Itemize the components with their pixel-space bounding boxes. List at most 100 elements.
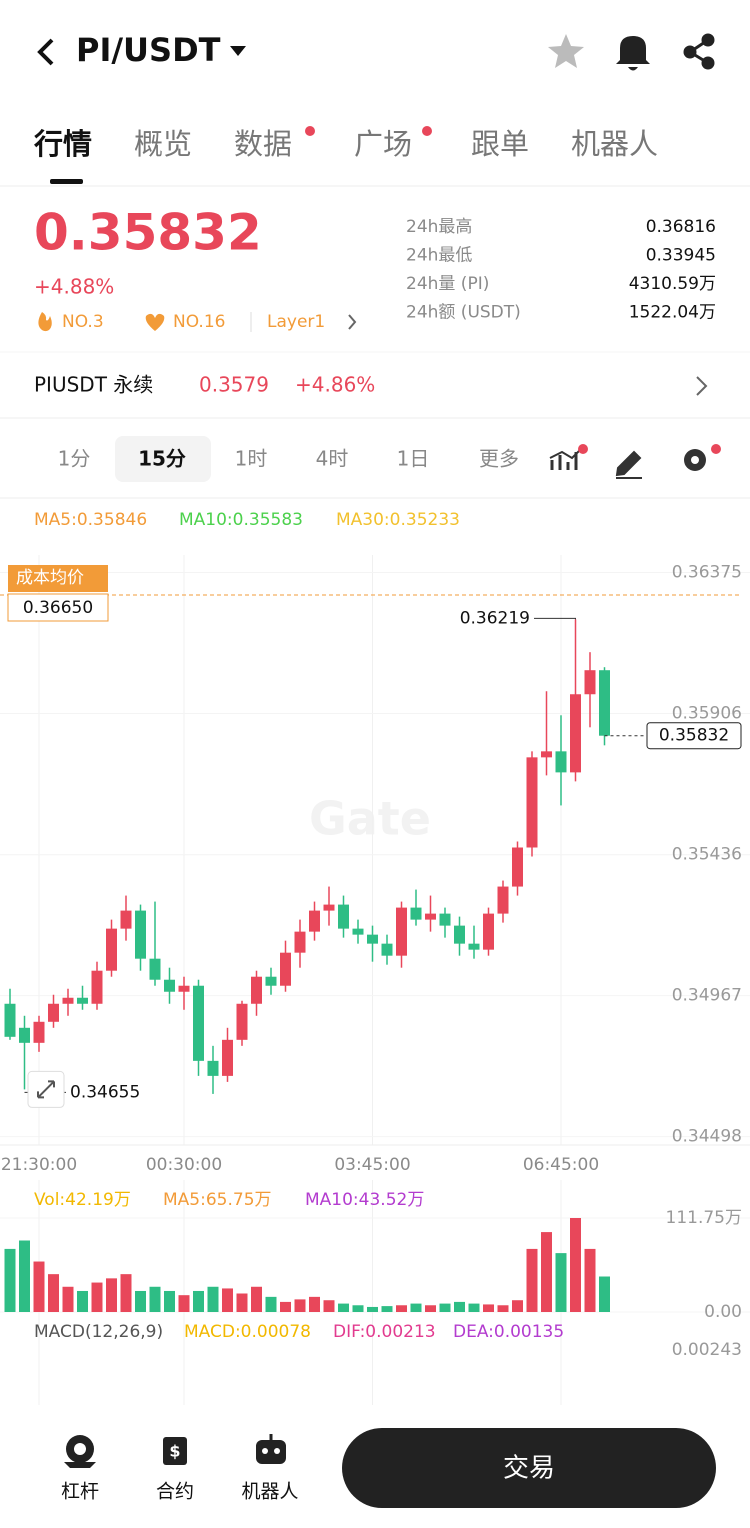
vol-legend: MA5:65.75万 bbox=[163, 1190, 272, 1210]
tab[interactable]: 跟单 bbox=[471, 127, 529, 161]
draw-icon[interactable] bbox=[615, 450, 642, 479]
tab-underline bbox=[50, 179, 83, 184]
candle-body bbox=[396, 907, 407, 956]
x-tick-label: 21:30:00 bbox=[1, 1155, 77, 1175]
nav-label[interactable]: 机器人 bbox=[241, 1481, 298, 1503]
stat-label: 24h最低 bbox=[406, 246, 472, 266]
perp-name[interactable]: PIUSDT 永续 bbox=[34, 373, 153, 397]
kline-chart: MA5:0.35846 MA10:0.35583 MA30:0.35233 Gate 2… bbox=[0, 510, 750, 1405]
dropdown-icon[interactable] bbox=[230, 46, 246, 56]
robot-icon[interactable] bbox=[256, 1434, 286, 1464]
volume-bar bbox=[425, 1305, 436, 1312]
volume-bar bbox=[512, 1300, 523, 1312]
interval[interactable]: 1日 bbox=[397, 447, 430, 471]
chevron[interactable] bbox=[696, 376, 708, 396]
tab[interactable]: 数据 bbox=[234, 127, 292, 161]
leverage-icon[interactable] bbox=[64, 1435, 96, 1468]
tab-bar: 行情 概览 数据 广场 跟单 机器人 bbox=[33, 127, 658, 161]
indicator-icon[interactable] bbox=[549, 449, 581, 470]
stat-value: 0.36816 bbox=[646, 217, 716, 237]
candle-body bbox=[33, 1021, 45, 1043]
ma-legend: MA5:0.35846 bbox=[34, 510, 147, 530]
nav-label[interactable]: 合约 bbox=[156, 1481, 194, 1503]
interval[interactable]: 4时 bbox=[316, 447, 349, 471]
interval[interactable]: 1时 bbox=[235, 447, 268, 471]
high-label: 0.36219 bbox=[460, 608, 530, 628]
candle-body bbox=[294, 931, 306, 953]
interval[interactable]: 1分 bbox=[58, 447, 91, 471]
volume-bar bbox=[381, 1306, 393, 1312]
macd-legend: MACD(12,26,9) bbox=[34, 1322, 163, 1342]
candle-body bbox=[323, 904, 335, 911]
tab[interactable]: 广场 bbox=[354, 127, 412, 161]
volume-bar bbox=[62, 1286, 74, 1312]
candle-body bbox=[454, 925, 465, 944]
candle-body bbox=[570, 694, 581, 773]
dot bbox=[711, 444, 721, 454]
candle-body bbox=[149, 958, 161, 980]
candle-body bbox=[541, 751, 552, 758]
x-tick-label: 00:30:00 bbox=[146, 1155, 222, 1175]
expand-icon bbox=[37, 1080, 55, 1099]
watermark: Gate bbox=[309, 792, 431, 846]
cost-tag bbox=[8, 565, 108, 592]
volume-bar bbox=[454, 1301, 465, 1312]
volume-bar bbox=[526, 1248, 538, 1312]
interval[interactable]: 更多 bbox=[479, 447, 519, 471]
low-label: 0.34655 bbox=[70, 1082, 140, 1102]
back-icon[interactable] bbox=[37, 38, 54, 66]
trade-button[interactable] bbox=[342, 1428, 716, 1508]
ma-legend: MA30:0.35233 bbox=[336, 510, 460, 530]
contract-icon[interactable]: $ bbox=[163, 1437, 187, 1465]
volume-bar bbox=[599, 1276, 610, 1312]
candle-body bbox=[19, 1027, 30, 1043]
volume-bar bbox=[584, 1248, 596, 1312]
tab-dot bbox=[305, 126, 315, 136]
candle-body bbox=[425, 913, 436, 920]
candle-body bbox=[4, 1003, 16, 1037]
volume-bar bbox=[48, 1274, 59, 1312]
candle-body bbox=[381, 943, 393, 956]
bell-icon[interactable] bbox=[616, 36, 650, 71]
volume-bar bbox=[149, 1286, 161, 1312]
trade-button-label[interactable]: 交易 bbox=[503, 1454, 555, 1484]
share-icon[interactable] bbox=[683, 33, 715, 70]
last-price-label: 0.35832 bbox=[659, 726, 729, 746]
volume-bar bbox=[280, 1301, 291, 1312]
sector-tag[interactable]: Layer1 bbox=[267, 312, 325, 332]
stat-value: 0.33945 bbox=[646, 246, 716, 266]
pair-title[interactable]: PI/USDT bbox=[76, 31, 221, 69]
tab[interactable]: 概览 bbox=[134, 127, 192, 161]
volume-bar bbox=[309, 1296, 320, 1312]
dot bbox=[578, 444, 588, 454]
volume-bar bbox=[236, 1293, 248, 1312]
volume-bar bbox=[77, 1290, 88, 1312]
tab[interactable]: 机器人 bbox=[571, 127, 658, 161]
y-tick-label: 0.35906 bbox=[672, 703, 742, 723]
candle-body bbox=[236, 1003, 248, 1040]
nav-label[interactable]: 杠杆 bbox=[61, 1481, 99, 1503]
rank-tag[interactable]: NO.16 bbox=[173, 312, 225, 332]
x-tick-label: 06:45:00 bbox=[523, 1155, 599, 1175]
candle-body bbox=[91, 970, 103, 1004]
star-icon[interactable] bbox=[548, 34, 584, 68]
candle-body bbox=[265, 976, 277, 986]
volume-bar bbox=[555, 1253, 567, 1312]
volume-bar bbox=[294, 1299, 306, 1312]
tab[interactable]: 行情 bbox=[33, 127, 92, 161]
settings-hole bbox=[691, 456, 699, 464]
candle-body bbox=[439, 913, 451, 926]
y-tick-label: 0.35436 bbox=[672, 845, 742, 865]
interval[interactable]: 15分 bbox=[138, 447, 186, 471]
rank-tag[interactable]: NO.3 bbox=[62, 312, 104, 332]
volume-bar bbox=[367, 1306, 378, 1312]
y-tick-label: 0.34967 bbox=[672, 986, 742, 1006]
stat-value: 4310.59万 bbox=[629, 274, 716, 294]
last-price-box bbox=[646, 722, 742, 750]
candle-body bbox=[77, 997, 88, 1004]
macd-axis-label: 0.00243 bbox=[672, 1340, 742, 1360]
candle-body bbox=[367, 934, 378, 944]
volume-bar bbox=[352, 1305, 364, 1312]
candle-body bbox=[280, 952, 291, 986]
candle-body bbox=[106, 928, 117, 971]
